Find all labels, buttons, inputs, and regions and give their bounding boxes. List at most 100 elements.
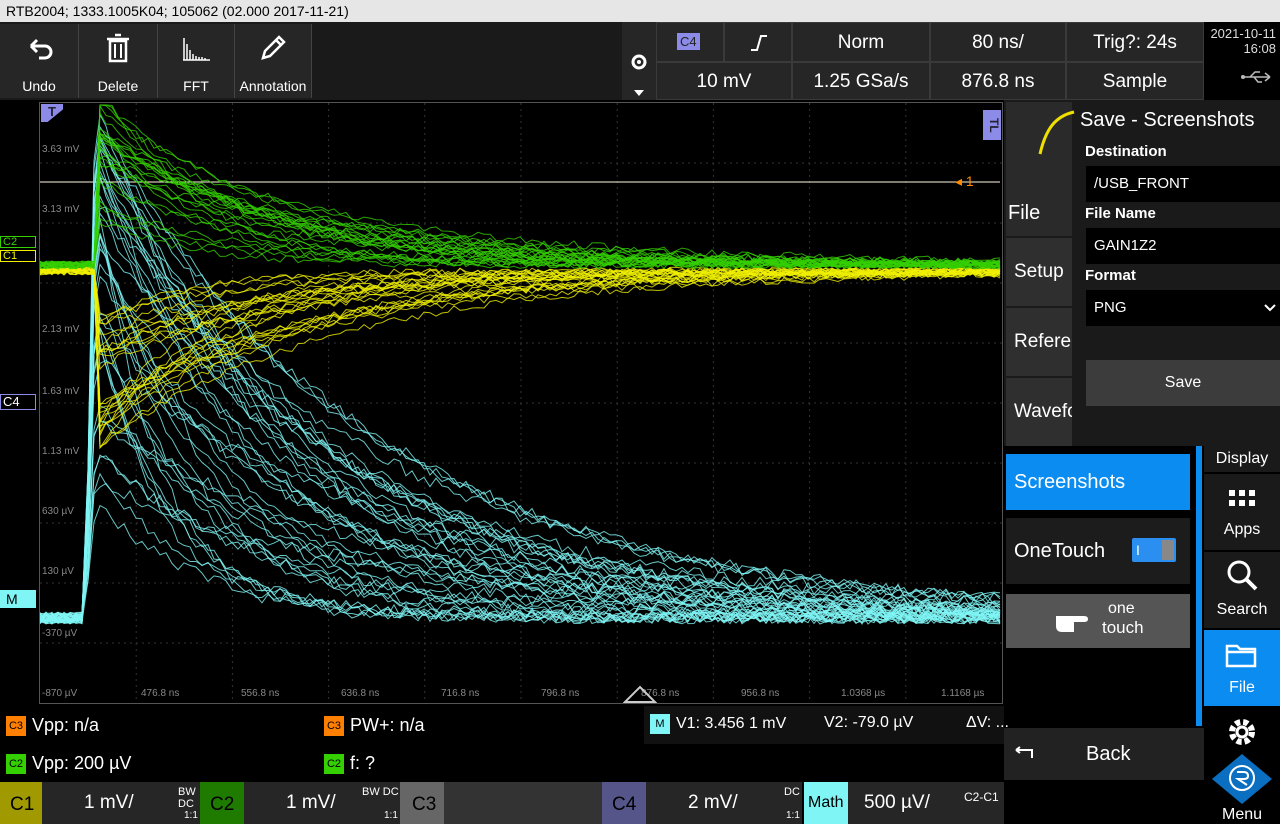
title-bar: RTB2004; 1333.1005K04; 105062 (02.000 20… — [0, 0, 1280, 22]
math-trace — [40, 342, 1001, 625]
display-nav[interactable]: Display — [1204, 446, 1280, 472]
save-button[interactable]: Save — [1086, 360, 1280, 406]
onetouch-label: OneTouch — [1014, 540, 1106, 562]
c2-button[interactable]: C2 — [200, 782, 244, 824]
apps-grid-icon — [1229, 490, 1255, 506]
measurement-2[interactable]: C3 PW+: n/a — [324, 715, 425, 737]
sample-rate[interactable]: 1.25 GSa/s — [792, 62, 930, 100]
c4-offset-marker[interactable]: C4 — [0, 394, 36, 410]
back-button[interactable]: Back — [1004, 728, 1204, 780]
measurement-panel — [0, 706, 644, 782]
c1-trace — [40, 266, 1001, 449]
measurement-3[interactable]: C2 Vpp: 200 µV — [6, 753, 131, 775]
apps-label: Apps — [1223, 521, 1261, 538]
filename-field[interactable]: GAIN1Z2 — [1086, 228, 1280, 264]
chevron-down-icon — [1264, 304, 1276, 312]
c4-ratio: 1:1 — [786, 810, 800, 821]
cursor-readout[interactable] — [644, 706, 1004, 744]
meas-2-value: PW+: n/a — [350, 715, 425, 735]
math-trace — [40, 147, 1001, 625]
delete-button[interactable]: Delete — [79, 24, 158, 98]
measurement-4[interactable]: C2 f: ? — [324, 753, 375, 775]
cursor-1-marker[interactable]: ◂ 1 — [955, 173, 974, 189]
measurement-1[interactable]: C3 Vpp: n/a — [6, 715, 99, 737]
horizontal-position[interactable]: 876.8 ns — [930, 62, 1066, 100]
fft-button[interactable]: FFT — [158, 24, 235, 98]
caret-down-icon — [634, 90, 644, 96]
menu-scrollbar[interactable] — [1196, 446, 1202, 726]
menu-nav[interactable]: Menu — [1204, 708, 1280, 824]
waveform-area[interactable] — [39, 102, 1003, 704]
math-button[interactable]: Math — [804, 782, 848, 824]
c2-trace — [40, 133, 1001, 269]
file-nav[interactable]: File — [1204, 630, 1280, 706]
c1-settings[interactable]: 1 mV/ BW DC 1:1 — [42, 782, 200, 824]
math-offset-marker[interactable]: M — [0, 590, 36, 608]
format-select[interactable]: PNG — [1086, 290, 1280, 326]
menu-label: Menu — [1221, 806, 1263, 823]
rs-logo-icon — [1212, 754, 1272, 804]
v-label-2: 2.13 mV — [42, 324, 80, 335]
math-trace — [40, 345, 1001, 625]
folder-icon — [1225, 644, 1257, 668]
c4-info: DC — [784, 786, 800, 798]
screenshots-item[interactable]: Screenshots — [1006, 454, 1190, 510]
c2-offset-marker[interactable]: C2 — [0, 236, 36, 248]
onetouch-logo-bottom: touch — [1102, 618, 1144, 637]
meas-1-badge: C3 — [6, 716, 26, 737]
acquisition-mode[interactable]: Sample — [1066, 62, 1204, 100]
toggle-on-label: I — [1136, 542, 1140, 558]
back-label: Back — [1086, 743, 1131, 765]
trigger-status[interactable]: Trig?: 24s — [1066, 22, 1204, 62]
math-trace — [40, 162, 1001, 623]
trigger-time-marker[interactable] — [623, 684, 657, 704]
c4-button[interactable]: C4 — [602, 782, 646, 824]
math-trace — [40, 313, 1001, 624]
math-trace — [40, 326, 1001, 625]
onetouch-toggle[interactable]: I — [1132, 538, 1176, 562]
onetouch-item[interactable]: OneTouch I — [1006, 518, 1190, 584]
cursor-1-label: 1 — [965, 173, 974, 189]
rising-edge-icon — [751, 35, 767, 51]
destination-label: Destination — [1085, 143, 1167, 160]
math-scale: 500 µV/ — [864, 792, 930, 813]
apps-nav[interactable]: Apps — [1204, 474, 1280, 550]
c2-trace — [40, 157, 1001, 270]
c2-settings[interactable]: 1 mV/ BW DC 1:1 — [244, 782, 400, 824]
onetouch-button[interactable]: one touch — [1006, 594, 1190, 648]
undo-button[interactable]: Undo — [0, 24, 79, 98]
clock: 2021-10-11 16:08 — [1204, 22, 1280, 100]
v-label-8: -870 µV — [42, 688, 78, 699]
c1-offset-marker[interactable]: C1 — [0, 250, 36, 262]
timebase[interactable]: 80 ns/ — [930, 22, 1066, 62]
settings-button[interactable] — [622, 22, 656, 100]
waveform-canvas — [40, 103, 1002, 703]
waveform-tab[interactable]: Wavefo — [1006, 378, 1072, 446]
c1-scale: 1 mV/ — [84, 792, 134, 813]
t-label-0: 476.8 ns — [141, 688, 180, 699]
annotation-label: Annotation — [239, 78, 307, 94]
v-label-0: 3.63 mV — [42, 144, 80, 155]
math-trace — [40, 421, 1001, 624]
c2-trace — [40, 223, 1001, 270]
trigger-mode[interactable]: Norm — [792, 22, 930, 62]
file-tab[interactable]: File — [1006, 102, 1075, 236]
trigger-slope[interactable] — [724, 22, 792, 62]
c3-settings[interactable] — [444, 782, 602, 824]
reference-tab[interactable]: Referen — [1006, 308, 1072, 376]
t-label-4: 796.8 ns — [541, 688, 580, 699]
math-trace — [40, 217, 1001, 625]
c4-settings[interactable]: 2 mV/ DC 1:1 — [646, 782, 802, 824]
time-text: 16:08 — [1243, 41, 1276, 56]
trigger-level[interactable]: 10 mV — [656, 62, 792, 100]
c3-button[interactable]: C3 — [400, 782, 444, 824]
search-nav[interactable]: Search — [1204, 552, 1280, 628]
c1-trace — [40, 266, 1001, 407]
math-trace — [40, 138, 1001, 624]
setup-tab[interactable]: Setup — [1006, 238, 1072, 306]
c1-button[interactable]: C1 — [0, 782, 42, 824]
math-settings[interactable]: 500 µV/ C2-C1 — [848, 782, 1004, 824]
annotation-button[interactable]: Annotation — [235, 24, 312, 98]
destination-field[interactable]: /USB_FRONT — [1086, 166, 1280, 202]
trigger-source[interactable]: C4 — [656, 22, 724, 62]
